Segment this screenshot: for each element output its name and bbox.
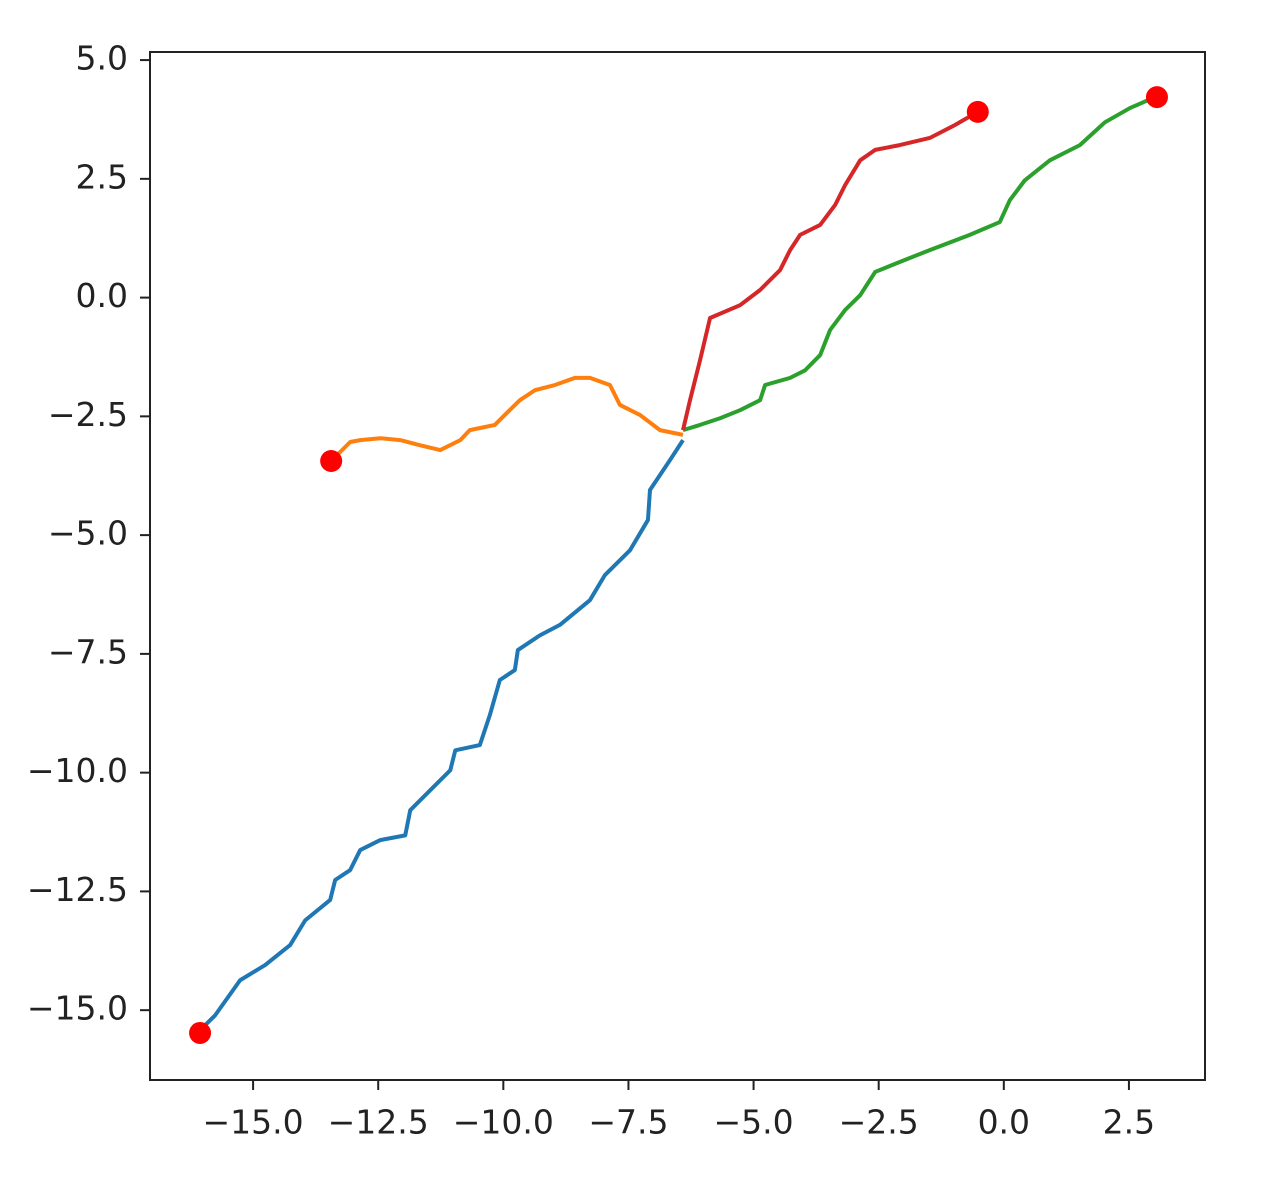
x-tick-label: −5.0 [714, 1103, 794, 1142]
end-point [320, 450, 343, 473]
y-tick-label: −10.0 [27, 751, 128, 790]
trajectory [681, 110, 979, 431]
x-tick-label: 2.5 [1103, 1103, 1155, 1142]
trajectory [682, 95, 1156, 433]
y-tick-label: −2.5 [48, 395, 128, 434]
end-point [189, 1021, 212, 1044]
end-point [966, 100, 989, 123]
x-tick-label: −15.0 [203, 1103, 304, 1142]
plot-frame [149, 51, 1206, 1081]
x-tick-label: 0.0 [978, 1103, 1030, 1142]
x-tick-label: −10.0 [453, 1103, 554, 1142]
x-tick-label: −2.5 [839, 1103, 919, 1142]
end-point [1145, 86, 1168, 109]
y-tick-label: −5.0 [48, 514, 128, 553]
y-tick-label: 0.0 [76, 276, 128, 315]
y-tick-label: −7.5 [48, 632, 128, 671]
trajectory [328, 375, 684, 464]
y-tick-label: 2.5 [76, 157, 128, 196]
trajectory [198, 439, 685, 1032]
x-tick-label: −12.5 [328, 1103, 429, 1142]
y-tick-label: −15.0 [27, 989, 128, 1028]
x-tick-label: −7.5 [588, 1103, 668, 1142]
y-tick-label: 5.0 [76, 39, 128, 78]
y-tick-label: −12.5 [27, 870, 128, 909]
